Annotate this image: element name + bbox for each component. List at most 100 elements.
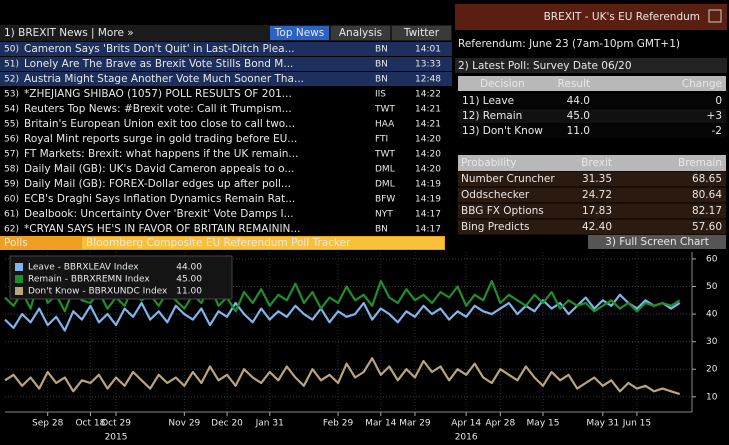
y-tick-label: 60 bbox=[706, 254, 718, 264]
poll-cell: 0 bbox=[715, 95, 722, 107]
prob-cell: 68.65 bbox=[692, 173, 722, 185]
prob-row bbox=[458, 219, 726, 235]
tab-label: Twitter bbox=[403, 27, 440, 39]
tab[interactable] bbox=[331, 26, 390, 40]
y-tick-label: 40 bbox=[706, 310, 718, 320]
news-headline[interactable]: Austria Might Stage Another Vote Much So… bbox=[24, 73, 304, 85]
news-number: 56) bbox=[4, 135, 19, 145]
news-headline[interactable]: *ZHEJIANG SHIBAO (1057) POLL RESULTS OF … bbox=[24, 88, 292, 100]
series-line bbox=[4, 357, 681, 396]
news-headline[interactable]: *CRYAN SAYS HE'S IN FAVOR OF BRITAIN REM… bbox=[24, 223, 300, 235]
legend-value: 45.00 bbox=[176, 275, 202, 285]
tab-label: Analysis bbox=[339, 27, 382, 39]
toolbar-title: Bloomberg Composite EU Referendum Poll T… bbox=[86, 237, 351, 249]
prob-row bbox=[458, 203, 726, 219]
x-tick-label: Apr 28 bbox=[485, 419, 515, 429]
poll-header: Result bbox=[558, 78, 590, 90]
news-source: TWT bbox=[374, 150, 395, 160]
news-headline[interactable]: Dealbook: Uncertainty Over 'Brexit' Vote… bbox=[24, 208, 294, 220]
x-tick-label: Feb 29 bbox=[323, 419, 354, 429]
close-box[interactable] bbox=[708, 9, 722, 23]
legend-label: Leave - BBRXLEAV Index bbox=[28, 263, 139, 273]
news-headline[interactable]: ECB's Draghi Says Inflation Dynamics Rem… bbox=[24, 193, 295, 205]
news-headline[interactable]: Daily Mail (GB): UK's David Cameron appe… bbox=[24, 163, 294, 175]
poll-cell: 13) Don't Know bbox=[462, 125, 543, 137]
full-screen-label: 3) Full Screen Chart bbox=[605, 236, 709, 248]
prob-header: Probability bbox=[461, 157, 517, 169]
news-time: 14:17 bbox=[415, 225, 441, 235]
x-tick-label: Jun 15 bbox=[622, 419, 651, 429]
series-line bbox=[4, 293, 681, 332]
legend-swatch bbox=[15, 263, 23, 271]
prob-cell: 17.83 bbox=[582, 205, 612, 217]
y-tick-label: 10 bbox=[706, 392, 718, 402]
toolbar-field-label: Polls bbox=[4, 237, 28, 249]
poll-cell: -2 bbox=[712, 125, 722, 137]
news-number: 58) bbox=[4, 165, 19, 175]
x-tick-label: Nov 29 bbox=[168, 419, 200, 429]
prob-cell: Bing Predicts bbox=[461, 221, 529, 233]
news-number: 60) bbox=[4, 195, 19, 205]
tab[interactable] bbox=[392, 26, 451, 40]
legend-label: Don't Know - BBRXUNDC Index bbox=[28, 287, 168, 297]
news-time: 14:20 bbox=[415, 165, 441, 175]
news-number: 55) bbox=[4, 120, 19, 130]
panel-title-bar bbox=[455, 4, 727, 30]
tab[interactable] bbox=[270, 26, 329, 40]
poll-cell: +3 bbox=[707, 110, 722, 122]
news-source: DML bbox=[375, 180, 395, 190]
news-time: 14:01 bbox=[415, 45, 441, 55]
news-row-highlight bbox=[0, 57, 452, 71]
legend-swatch bbox=[15, 275, 23, 283]
news-headline[interactable]: Cameron Says 'Brits Don't Quit' in Last-… bbox=[24, 43, 295, 55]
news-row-highlight bbox=[0, 72, 452, 86]
news-time: 14:17 bbox=[415, 210, 441, 220]
news-headline[interactable]: Britain's European Union exit too close … bbox=[24, 118, 295, 130]
x-tick-label: Sep 28 bbox=[32, 419, 64, 429]
prob-cell: 57.60 bbox=[692, 221, 722, 233]
news-number: 52) bbox=[4, 75, 19, 85]
y-tick-label: 20 bbox=[706, 365, 718, 375]
news-headline[interactable]: Royal Mint reports surge in gold trading… bbox=[24, 133, 297, 145]
poll-row bbox=[458, 124, 726, 138]
news-headline[interactable]: Daily Mail (GB): FOREX-Dollar edges up a… bbox=[24, 178, 291, 190]
news-headline[interactable]: Lonely Are The Brave as Brexit Vote Stil… bbox=[24, 58, 293, 70]
news-time: 14:21 bbox=[415, 120, 441, 130]
news-number: 59) bbox=[4, 180, 19, 190]
news-number: 57) bbox=[4, 150, 19, 160]
poll-row bbox=[458, 94, 726, 108]
news-number: 61) bbox=[4, 210, 19, 220]
news-source: BN bbox=[375, 225, 388, 235]
news-source: BN bbox=[375, 75, 388, 85]
news-time: 14:22 bbox=[415, 90, 441, 100]
x-tick-label: Mar 14 bbox=[365, 419, 397, 429]
x-tick-label: Mar 29 bbox=[399, 419, 431, 429]
news-headline[interactable]: FT Markets: Brexit: what happens if the … bbox=[24, 148, 298, 160]
news-time: 12:48 bbox=[415, 75, 441, 85]
x-tick-label: Oct 18 bbox=[75, 419, 105, 429]
news-time: 14:19 bbox=[415, 180, 441, 190]
news-time: 14:19 bbox=[415, 195, 441, 205]
legend-swatch bbox=[15, 287, 23, 295]
legend-label: Remain - BBRXREMN Index bbox=[28, 275, 150, 285]
prob-cell: BBG FX Options bbox=[461, 205, 544, 217]
poll-header: Change bbox=[682, 78, 722, 90]
full-screen-button[interactable] bbox=[588, 235, 726, 249]
prob-row bbox=[458, 187, 726, 203]
prob-cell: 31.35 bbox=[582, 173, 612, 185]
x-tick-label: May 31 bbox=[586, 419, 619, 429]
news-number: 51) bbox=[4, 60, 19, 70]
x-tick-label: Apr 14 bbox=[451, 419, 481, 429]
news-headline[interactable]: Reuters Top News: #Brexit vote: Call it … bbox=[24, 103, 292, 115]
prob-header: Brexit bbox=[581, 157, 612, 169]
prob-cell: Oddschecker bbox=[461, 189, 530, 201]
prob-cell: Number Cruncher bbox=[461, 173, 555, 185]
y-tick-label: 50 bbox=[706, 282, 718, 292]
tab-label: Top News bbox=[274, 27, 324, 39]
referendum-date: Referendum: June 23 (7am-10pm GMT+1) bbox=[458, 38, 680, 50]
poll-cell: 45.0 bbox=[567, 110, 590, 122]
news-source: BN bbox=[375, 45, 388, 55]
panel-title: BREXIT - UK's EU Referendum bbox=[544, 11, 700, 23]
poll-row bbox=[458, 109, 726, 123]
